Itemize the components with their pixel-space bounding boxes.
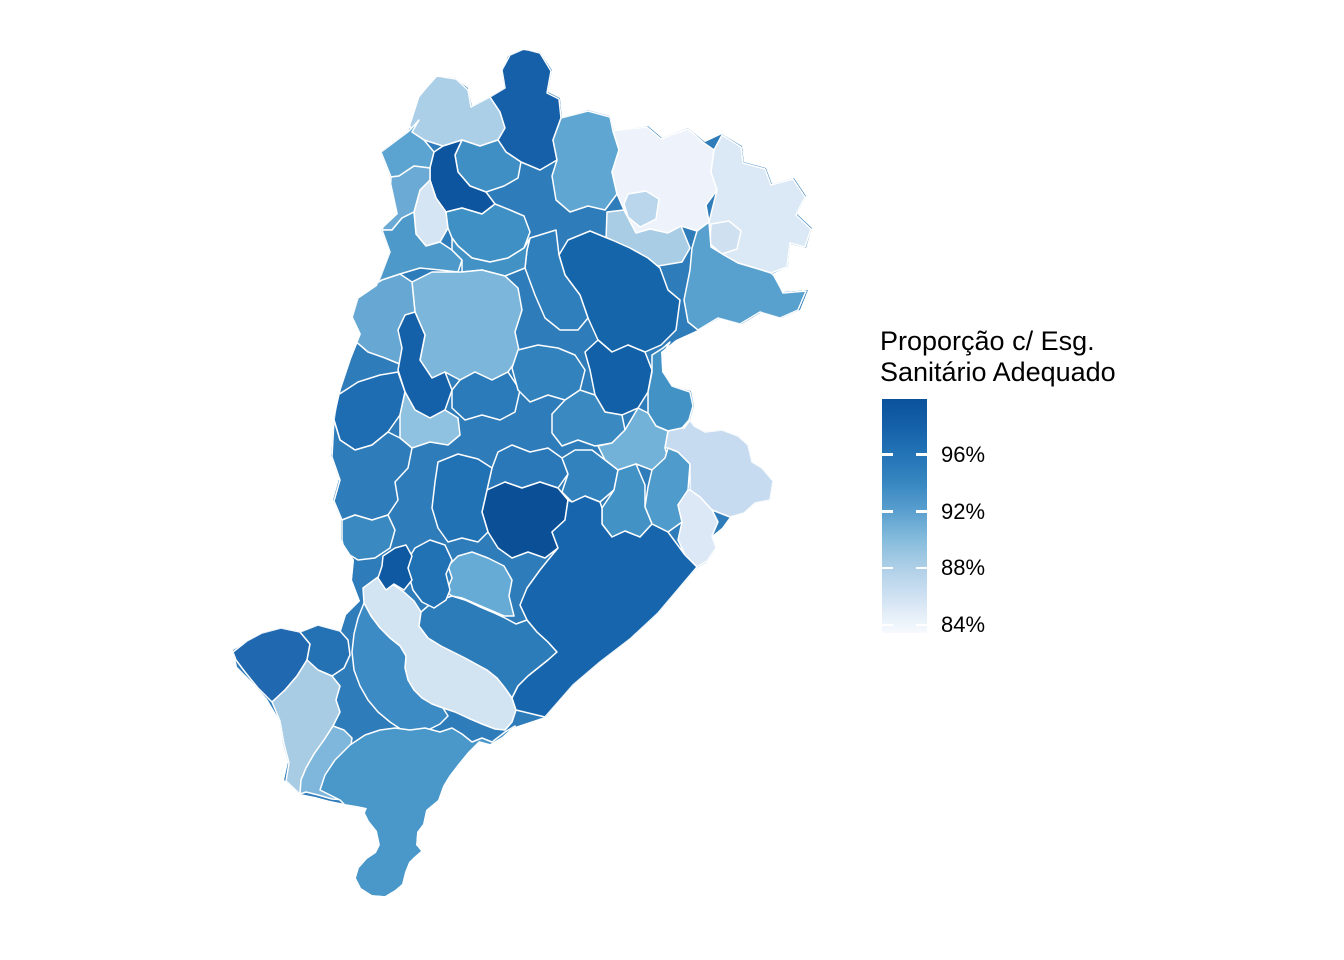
legend-title-line2: Sanitário Adequado: [880, 357, 1116, 388]
map-district: [511, 495, 698, 718]
legend-tick-mark: [882, 510, 893, 513]
map-district: [623, 190, 660, 228]
map-district: [431, 453, 493, 543]
map-district: [351, 602, 449, 735]
map-district: [647, 341, 694, 432]
map-district: [407, 75, 506, 147]
legend-tick-mark: [916, 510, 927, 513]
legend-tick-label: 96%: [941, 441, 986, 467]
legend-tick-mark: [882, 623, 893, 627]
map-district: [377, 544, 413, 591]
legend-colorbar-area: 96% 92% 88% 84%: [882, 399, 985, 637]
map-district: [683, 221, 807, 331]
legend-tick-mark: [916, 566, 927, 570]
legend-title-line1: Proporção c/ Esg.: [880, 326, 1095, 356]
map-district: [319, 725, 521, 896]
map-district: [445, 551, 515, 617]
legend-tick-label: 88%: [941, 554, 986, 580]
legend-tick-mark: [882, 453, 893, 456]
legend-tick-mark: [882, 566, 893, 570]
legend-colorbar: [882, 399, 927, 633]
map-district: [331, 419, 413, 521]
legend-tick-label: 92%: [941, 498, 986, 524]
legend: Proporção c/ Esg. Sanitário Adequado 96%…: [880, 326, 1180, 637]
map-district: [451, 371, 521, 421]
legend-title: Proporção c/ Esg. Sanitário Adequado: [880, 326, 1180, 389]
map-district: [411, 269, 523, 381]
map-district: [489, 50, 562, 171]
map-district: [399, 391, 461, 449]
map-district: [299, 624, 351, 677]
legend-tick-mark: [916, 623, 927, 627]
legend-tick-label: 84%: [941, 612, 986, 638]
map-district: [677, 489, 719, 568]
legend-tick-mark: [916, 453, 927, 456]
map-district: [551, 110, 620, 213]
